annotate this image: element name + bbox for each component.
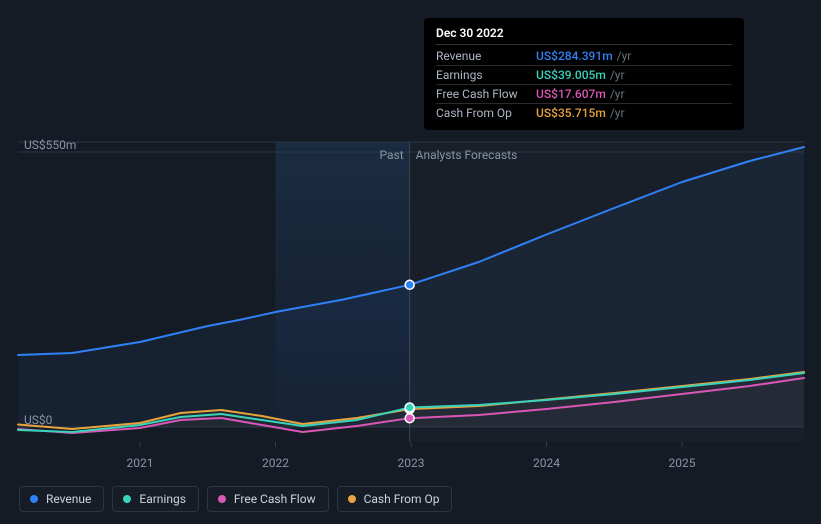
legend-item-label: Free Cash Flow	[234, 492, 316, 506]
tooltip-date: Dec 30 2022	[436, 26, 732, 45]
legend-item-label: Earnings	[139, 492, 186, 506]
legend-item-cash_from_op[interactable]: Cash From Op	[337, 486, 453, 512]
legend-dot-icon	[348, 495, 356, 503]
phase-label-past: Past	[380, 148, 404, 162]
legend-dot-icon	[30, 495, 38, 503]
x-axis-tick-label: 2022	[262, 456, 289, 470]
chart-tooltip: Dec 30 2022 RevenueUS$284.391m/yrEarning…	[424, 18, 744, 130]
financial-forecast-chart: { "chart": { "type": "line-area", "backg…	[0, 0, 821, 524]
tooltip-row-value: US$39.005m	[536, 68, 606, 82]
tooltip-row-unit: /yr	[610, 68, 625, 82]
tooltip-row-value: US$284.391m	[536, 49, 613, 63]
legend-item-free_cash_flow[interactable]: Free Cash Flow	[207, 486, 329, 512]
tooltip-row-label: Free Cash Flow	[436, 87, 536, 101]
tooltip-row-label: Revenue	[436, 49, 536, 63]
legend-dot-icon	[218, 495, 226, 503]
tooltip-row-label: Earnings	[436, 68, 536, 82]
y-axis-label: US$550m	[24, 138, 76, 152]
tooltip-row: EarningsUS$39.005m/yr	[436, 66, 732, 85]
tooltip-row: Free Cash FlowUS$17.607m/yr	[436, 85, 732, 104]
tooltip-row-value: US$17.607m	[536, 87, 606, 101]
x-axis-tick-label: 2021	[126, 456, 153, 470]
phase-label-forecast: Analysts Forecasts	[416, 148, 518, 162]
tooltip-row-unit: /yr	[617, 49, 632, 63]
tooltip-row-label: Cash From Op	[436, 106, 536, 120]
tooltip-row: RevenueUS$284.391m/yr	[436, 47, 732, 66]
tooltip-row-value: US$35.715m	[536, 106, 606, 120]
tooltip-row: Cash From OpUS$35.715m/yr	[436, 104, 732, 122]
legend-dot-icon	[123, 495, 131, 503]
legend-item-earnings[interactable]: Earnings	[112, 486, 199, 512]
y-axis-label: US$0	[24, 413, 52, 427]
legend-item-label: Cash From Op	[364, 492, 440, 506]
legend-item-revenue[interactable]: Revenue	[19, 486, 104, 512]
legend-item-label: Revenue	[46, 492, 91, 506]
tooltip-row-unit: /yr	[610, 87, 625, 101]
x-axis-tick-label: 2025	[669, 456, 696, 470]
x-axis-tick-label: 2024	[533, 456, 560, 470]
tooltip-row-unit: /yr	[610, 106, 625, 120]
chart-legend: Revenue Earnings Free Cash Flow Cash From O…	[19, 486, 452, 512]
x-axis-tick-label: 2023	[398, 456, 425, 470]
